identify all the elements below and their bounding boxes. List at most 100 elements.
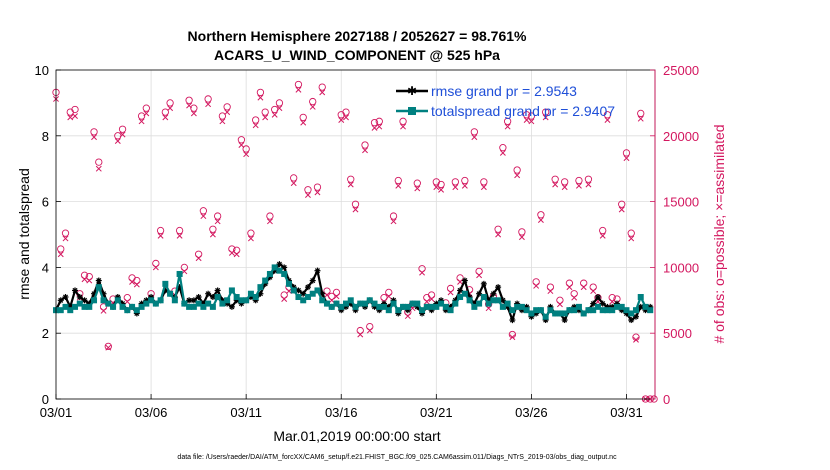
obs-assimilated-point	[628, 235, 635, 242]
rmse-point-stroke	[314, 268, 320, 274]
obs-assimilated-point	[547, 288, 554, 295]
totalspread-point	[637, 294, 644, 301]
obs-assimilated-stroke	[186, 102, 193, 109]
obs-possible-point	[370, 118, 379, 127]
totalspread-point	[495, 297, 502, 304]
obs-possible-point	[247, 229, 255, 237]
obs-assimilated-point	[266, 218, 273, 225]
obs-possible-point	[427, 291, 436, 299]
obs-assimilated-point	[461, 182, 468, 189]
obs-possible-point	[304, 186, 312, 194]
obs-possible-point	[494, 225, 502, 233]
obs-assimilated-point	[119, 131, 126, 138]
obs-assimilated-point	[533, 282, 540, 289]
totalspread-point	[209, 303, 216, 310]
obs-possible-point	[565, 279, 574, 287]
rmse-point-stroke	[633, 314, 639, 320]
obs-possible-point	[622, 149, 631, 157]
obs-assimilated-point	[590, 288, 597, 295]
obs-assimilated-point	[528, 118, 535, 125]
legend: ✱ rmse grand pr = 2.9543 totalspread gra…	[396, 83, 615, 119]
obs-assimilated-stroke	[457, 278, 464, 285]
obs-assimilated-stroke	[243, 151, 250, 158]
obs-assimilated-point	[305, 192, 311, 198]
obs-assimilated-stroke	[209, 231, 216, 238]
obs-assimilated-stroke	[157, 232, 164, 239]
rmse-point-stroke	[196, 294, 202, 300]
obs-possible-point	[570, 290, 578, 298]
obs-possible-point	[199, 207, 208, 215]
obs-assimilated-stroke	[124, 298, 131, 305]
obs-assimilated-point	[404, 313, 411, 320]
obs-assimilated-point	[343, 114, 349, 121]
obs-assimilated-point	[114, 138, 121, 145]
obs-possible-point	[237, 136, 246, 144]
rmse-point-stroke	[81, 297, 88, 303]
obs-assimilated-point	[319, 89, 326, 96]
obs-possible-point	[627, 229, 635, 237]
totalspread-point	[114, 297, 121, 304]
obs-possible-point	[204, 95, 212, 103]
obs-possible-point	[356, 326, 364, 335]
rmse-point	[295, 287, 302, 294]
rmse-point-stroke	[257, 291, 263, 297]
obs-assimilated-stroke	[585, 181, 592, 188]
totalspread-point	[252, 294, 259, 301]
totalspread-point	[604, 307, 611, 314]
obs-assimilated-point	[633, 336, 639, 343]
totalspread-point	[390, 300, 397, 307]
x-tick-label: 03/11	[230, 405, 262, 420]
totalspread-point	[395, 307, 402, 314]
totalspread-point	[499, 303, 506, 310]
obs-assimilated-point	[385, 293, 392, 300]
obs-assimilated-point	[495, 231, 502, 238]
rmse-point-stroke	[215, 287, 221, 293]
obs-assimilated-stroke	[338, 117, 345, 123]
obs-assimilated-stroke	[167, 105, 174, 112]
obs-possible-point	[294, 80, 303, 89]
obs-possible-point	[209, 225, 217, 233]
totalspread-point	[613, 303, 620, 310]
totalspread-point	[304, 294, 311, 301]
totalspread-point	[461, 290, 468, 297]
obs-possible-point	[375, 117, 383, 125]
rmse-point	[495, 284, 502, 291]
obs-assimilated-stroke	[200, 213, 207, 220]
rmse-point-stroke	[58, 297, 64, 303]
totalspread-point	[490, 297, 497, 304]
obs-possible-point	[261, 108, 269, 116]
obs-possible-point	[556, 296, 564, 304]
obs-assimilated-point	[143, 110, 150, 117]
obs-possible-point	[323, 287, 331, 295]
obs-assimilated-point	[238, 142, 245, 148]
y2-tick-label: 10000	[663, 260, 699, 275]
obs-assimilated-point	[509, 334, 516, 341]
rmse-point	[457, 287, 464, 294]
totalspread-point	[518, 303, 525, 310]
rmse-point	[561, 317, 568, 324]
obs-possible-point	[513, 166, 521, 174]
obs-possible-point	[180, 263, 189, 272]
legend-rmse-label: rmse grand pr = 2.9543	[431, 83, 577, 99]
obs-assimilated-stroke	[205, 101, 212, 108]
obs-assimilated-point	[138, 118, 145, 125]
totalspread-point	[342, 300, 349, 307]
obs-possible-point	[313, 183, 322, 191]
obs-assimilated-point	[314, 189, 321, 196]
rmse-point-stroke	[476, 291, 482, 297]
obs-assimilated-stroke	[62, 235, 69, 242]
obs-assimilated-stroke	[499, 149, 506, 156]
totalspread-point	[438, 300, 445, 307]
obs-assimilated-stroke	[371, 124, 378, 131]
obs-assimilated-point	[257, 94, 264, 101]
obs-assimilated-stroke	[423, 298, 430, 305]
obs-assimilated-point	[428, 296, 435, 302]
obs-assimilated-stroke	[352, 206, 359, 213]
obs-assimilated-stroke	[547, 288, 554, 295]
obs-assimilated-point	[95, 165, 102, 172]
obs-possible-point	[309, 97, 317, 106]
obs-possible-point	[561, 178, 569, 186]
obs-possible-point	[118, 125, 127, 133]
obs-assimilated-stroke	[504, 123, 511, 130]
obs-possible-point	[152, 259, 160, 268]
